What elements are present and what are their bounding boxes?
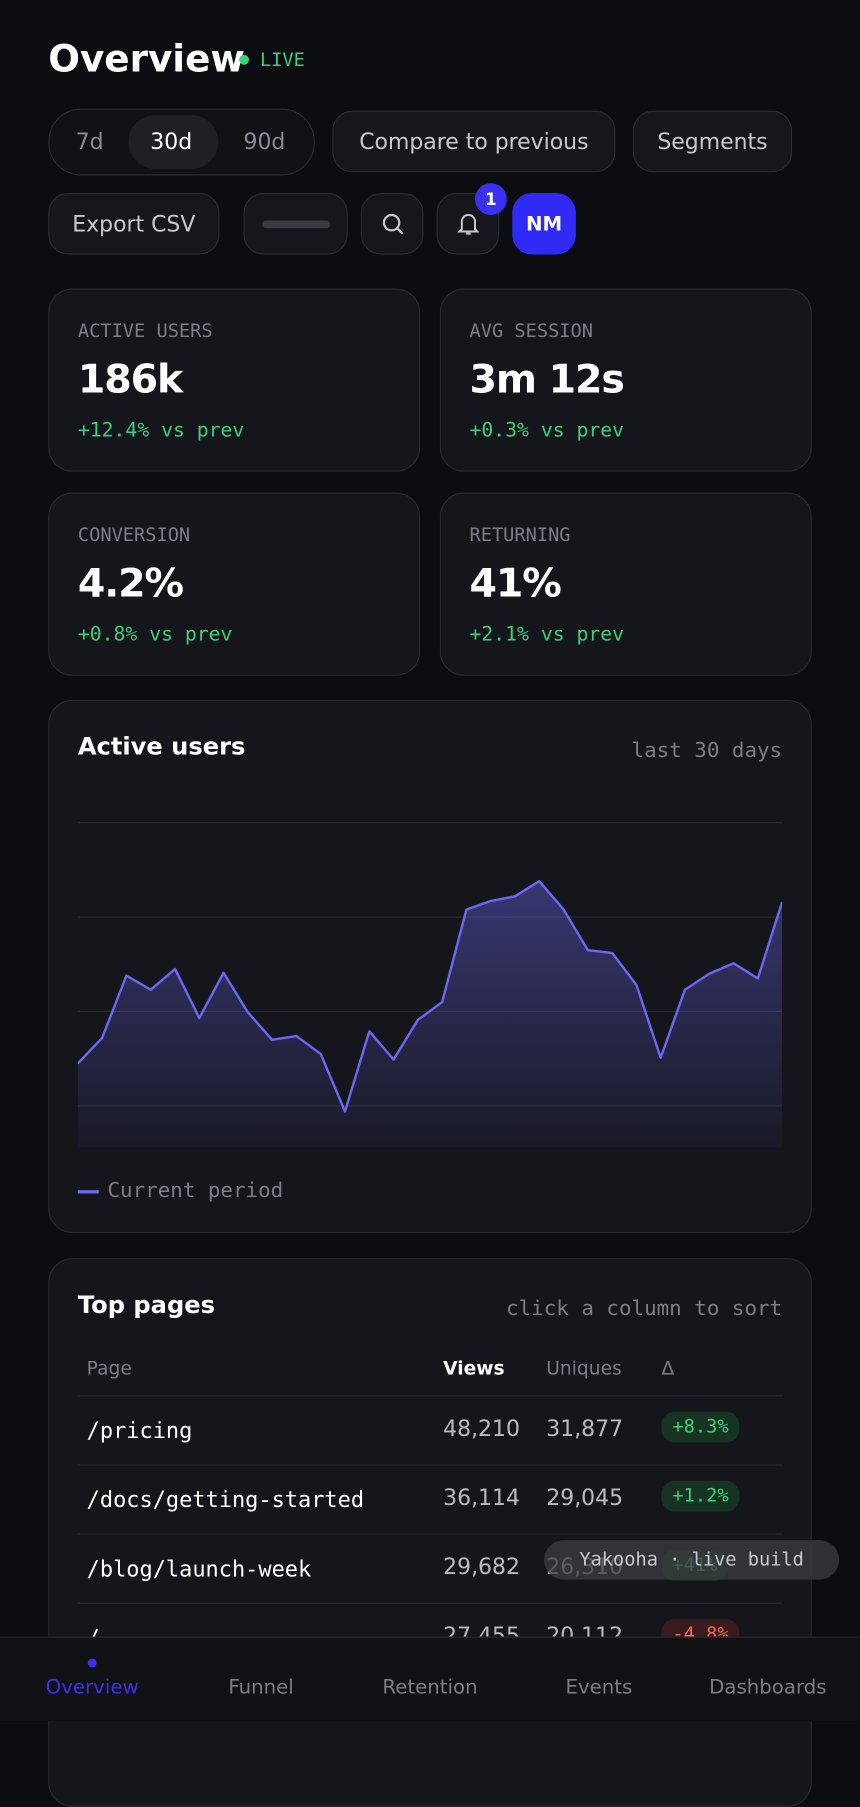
line-chart bbox=[77, 822, 783, 1148]
legend-swatch bbox=[77, 1190, 99, 1194]
page-path: /pricing bbox=[86, 1417, 193, 1444]
views: 29,682 bbox=[443, 1553, 520, 1580]
column-header[interactable]: Views bbox=[443, 1358, 505, 1380]
placeholder-button[interactable] bbox=[243, 193, 348, 255]
line bbox=[77, 879, 783, 1113]
range-option[interactable]: 90d bbox=[243, 128, 286, 155]
row-divider bbox=[77, 1395, 783, 1397]
kpi-label: RETURNING bbox=[469, 524, 571, 547]
nav-item[interactable]: Events bbox=[565, 1676, 633, 1700]
bottom-nav: Overview Funnel Retention Events Dashboards bbox=[0, 1636, 860, 1722]
kpi-value: 4.2% bbox=[77, 561, 184, 607]
column-header[interactable]: Uniques bbox=[546, 1358, 622, 1380]
page-path: /blog/launch-week bbox=[86, 1555, 312, 1582]
column-header[interactable]: Page bbox=[86, 1358, 132, 1380]
legend-label: Current period bbox=[107, 1178, 284, 1203]
kpi-card: AVG SESSION 3m 12s +0.3% vs prev bbox=[439, 288, 812, 472]
avatar[interactable]: NM bbox=[512, 193, 576, 255]
segments-button[interactable]: Segments bbox=[632, 110, 792, 173]
kpi-label: AVG SESSION bbox=[469, 320, 593, 343]
export-button[interactable]: Export CSV bbox=[48, 193, 220, 255]
notification-badge: 1 bbox=[474, 183, 507, 216]
range-active bbox=[128, 115, 219, 169]
live-status: LIVE bbox=[259, 49, 305, 72]
delta-pill: +1.2% bbox=[661, 1480, 740, 1512]
kpi-card: CONVERSION 4.2% +0.8% vs prev bbox=[48, 492, 421, 676]
toast: Yakooha · live build bbox=[544, 1540, 840, 1580]
kpi-label: CONVERSION bbox=[77, 524, 191, 547]
bell-icon bbox=[456, 214, 480, 235]
nav-item[interactable]: Funnel bbox=[228, 1676, 294, 1700]
app: Overview LIVE 7d 30d 90d Compare to prev… bbox=[0, 37, 860, 1807]
kpi-card: ACTIVE USERS 186k +12.4% vs prev bbox=[48, 288, 421, 472]
range-group: 7d 30d 90d bbox=[48, 108, 315, 176]
skeleton bbox=[261, 219, 330, 228]
live-dot bbox=[239, 54, 250, 65]
table-title: Top pages bbox=[77, 1292, 215, 1320]
kpi-delta: +0.3% vs prev bbox=[469, 419, 625, 443]
uniques: 29,045 bbox=[546, 1484, 624, 1511]
row-divider bbox=[77, 1533, 783, 1535]
chart-subtitle: last 30 days bbox=[631, 738, 783, 763]
row-divider bbox=[77, 1464, 783, 1466]
range-option[interactable]: 7d bbox=[75, 128, 104, 155]
chart-card: Active users last 30 days Current period bbox=[48, 699, 812, 1233]
uniques: 31,877 bbox=[546, 1415, 624, 1442]
nav-item[interactable]: Overview bbox=[45, 1676, 139, 1700]
delta-pill: +8.3% bbox=[661, 1411, 740, 1443]
active-dot bbox=[87, 1658, 97, 1668]
page-title: Overview bbox=[48, 37, 245, 82]
nav-item[interactable]: Retention bbox=[382, 1676, 478, 1700]
range-option[interactable]: 30d bbox=[150, 128, 193, 155]
kpi-delta: +12.4% vs prev bbox=[77, 419, 245, 443]
kpi-value: 41% bbox=[469, 561, 561, 607]
compare-button[interactable]: Compare to previous bbox=[332, 110, 616, 173]
search-icon bbox=[382, 213, 403, 235]
kpi-delta: +0.8% vs prev bbox=[77, 623, 233, 647]
nav-item[interactable]: Dashboards bbox=[709, 1676, 827, 1700]
kpi-delta: +2.1% vs prev bbox=[469, 623, 625, 647]
kpi-card: RETURNING 41% +2.1% vs prev bbox=[439, 492, 812, 676]
area bbox=[77, 881, 783, 1148]
column-header[interactable]: Δ bbox=[661, 1358, 675, 1380]
views: 36,114 bbox=[443, 1484, 520, 1511]
page-path: /docs/getting-started bbox=[86, 1486, 365, 1513]
kpi-label: ACTIVE USERS bbox=[77, 320, 213, 343]
views: 48,210 bbox=[443, 1415, 520, 1442]
kpi-value: 3m 12s bbox=[469, 357, 624, 403]
table-card: Top pages click a column to sort Page Vie… bbox=[48, 1258, 812, 1807]
kpi-value: 186k bbox=[77, 357, 183, 403]
chart-title: Active users bbox=[77, 733, 246, 762]
row-divider bbox=[77, 1602, 783, 1604]
search-button[interactable] bbox=[360, 193, 424, 255]
table-hint: click a column to sort bbox=[506, 1296, 783, 1321]
